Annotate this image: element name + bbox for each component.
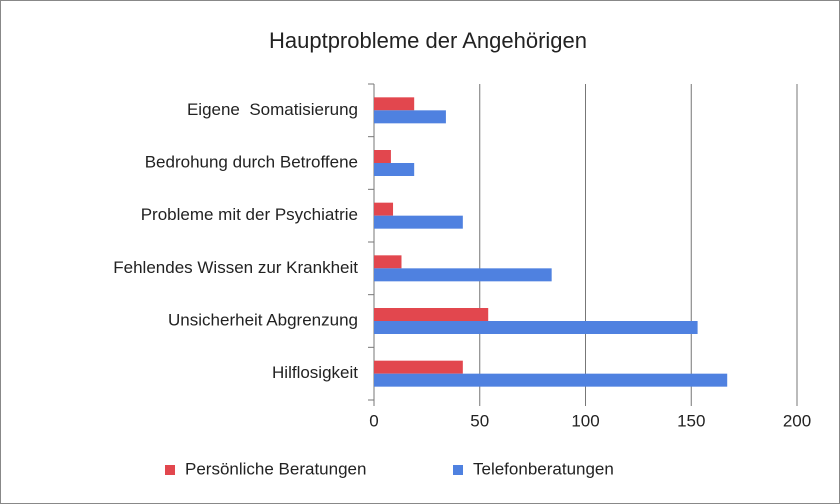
x-tick-label: 50: [470, 411, 489, 430]
bar: [374, 268, 552, 282]
y-tick-label: Hilflosigkeit: [272, 363, 358, 382]
bar: [374, 110, 446, 124]
legend-swatch: [453, 465, 463, 475]
bar: [374, 321, 698, 334]
chart-title: Hauptprobleme der Angehörigen: [269, 28, 587, 53]
bar: [374, 360, 463, 374]
legend-label: Persönliche Beratungen: [185, 459, 366, 478]
x-tick-label: 150: [677, 411, 705, 430]
bar: [374, 202, 394, 216]
y-tick-label: Bedrohung durch Betroffene: [145, 152, 358, 171]
y-tick-label: Unsicherheit Abgrenzung: [168, 310, 358, 329]
bar: [374, 215, 463, 229]
y-tick-label: Eigene Somatisierung: [187, 100, 358, 119]
bar: [374, 97, 415, 111]
x-tick-label: 0: [369, 411, 378, 430]
bar: [374, 150, 391, 163]
bar: [374, 163, 415, 176]
legend-label: Telefonberatungen: [473, 459, 614, 478]
bar: [374, 255, 402, 269]
y-tick-label: Fehlendes Wissen zur Krankheit: [113, 258, 358, 277]
legend-swatch: [165, 465, 175, 475]
x-tick-label: 100: [571, 411, 599, 430]
bar: [374, 308, 489, 321]
bar: [374, 373, 728, 387]
y-tick-label: Probleme mit der Psychiatrie: [141, 205, 358, 224]
x-tick-label: 200: [783, 411, 811, 430]
